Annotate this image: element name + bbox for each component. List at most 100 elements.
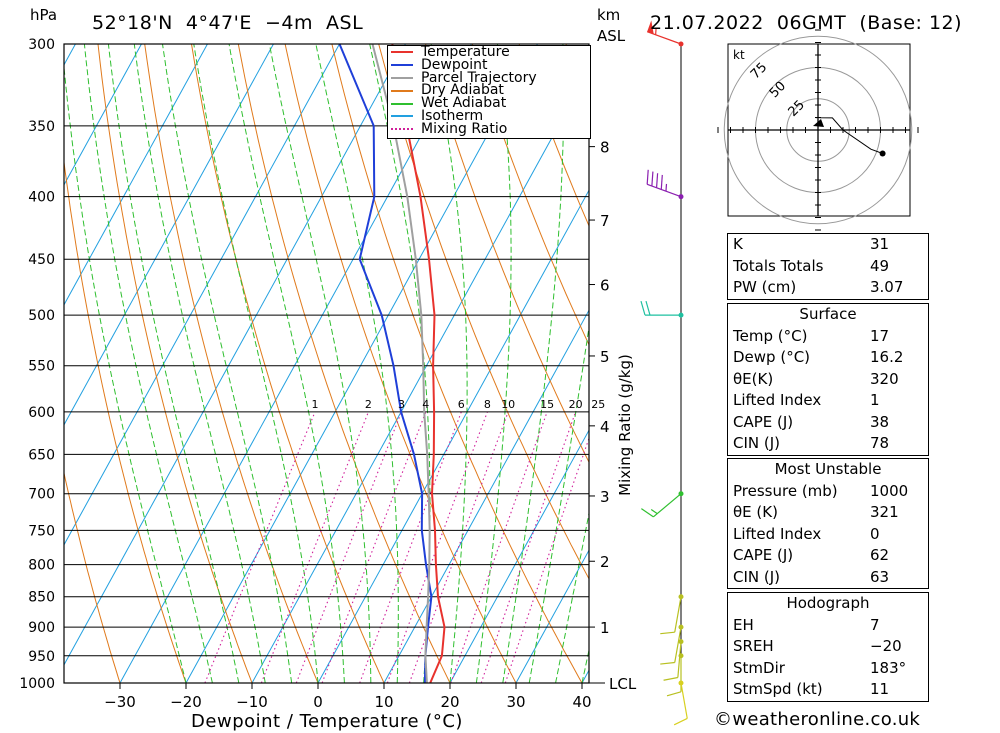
hodograph-table: Hodograph EH 7 SREH −20 StmDir 183° StmSpd (kt)… [727,592,929,702]
legend-swatch [391,115,413,118]
hodograph-ring [723,35,913,225]
hodograph-trace [815,117,883,154]
row-value: 1 [870,391,880,409]
wet-adiabat-line [133,44,266,683]
header-km-label: km [597,6,621,24]
legend-swatch [391,89,413,92]
row-label: Pressure (mb) [733,481,838,500]
row-value: 0 [870,524,880,543]
legend-swatch [391,76,413,79]
table-row: CIN (J) 78 [728,433,928,455]
row-label: CAPE (J) [733,412,794,431]
row-value: 62 [870,546,890,564]
barb-feather [655,173,659,188]
barb-staff [646,31,682,45]
storm-motion-marker [813,119,824,127]
row-label: Dewp (°C) [733,348,811,366]
pressure-tick-label: 300 [28,37,55,53]
km-tick-label: 5 [600,348,610,366]
isotherm-line [0,44,9,683]
legend-label: Dry Adiabat [421,82,504,99]
table-row: SREH −20 [728,636,928,658]
table-row: CAPE (J) 62 [728,545,928,567]
mixing-ratio-label: 10 [501,398,515,411]
mixing-ratio-label: 4 [422,398,429,411]
legend-swatch [391,64,413,67]
barb-feather [640,300,646,316]
wet-adiabat-line [107,44,240,683]
pressure-tick-label: 500 [28,308,55,324]
table-row: Dewp (°C) 16.2 [728,347,928,369]
legend-label: Mixing Ratio [421,120,508,137]
pressure-tick-label: 350 [28,119,55,135]
copyright-symbol: © [714,709,733,730]
row-value: 183° [870,658,907,677]
mixing-ratio-label: 2 [365,398,372,411]
header-location: 52°18'N 4°47'E −4m ASL [92,12,364,34]
table-row: Pressure (mb) 1000 [728,481,928,503]
wet-adiabat-line [193,44,319,683]
table-row: PW (cm) 3.07 [728,277,928,299]
km-tick-label: 1 [600,619,610,637]
legend-swatch [391,51,413,54]
x-tick-label: 10 [374,693,393,711]
pressure-tick-label: 750 [28,523,55,539]
mixing-ratio-line [359,411,462,683]
isotherm-line [185,44,538,683]
x-tick-label: −20 [170,693,202,711]
barb-feather [660,174,663,190]
hodograph-end-dot [879,150,886,157]
pressure-tick-label: 650 [28,447,55,463]
x-tick-label: 20 [440,693,459,711]
row-label: SREH [733,637,774,655]
row-label: Lifted Index [733,391,822,409]
legend-item: Parcel Trajectory [388,71,590,84]
legend-swatch [391,128,413,131]
header-hpa-label: hPa [30,6,58,24]
barb-feather [673,717,688,726]
barb-feather [651,171,654,187]
table-row: Lifted Index 1 [728,390,928,412]
pressure-tick-label: 550 [28,359,55,375]
table-row: EH 7 [728,615,928,637]
wet-adiabat-line [502,44,565,683]
dry-adiabat-line [987,44,1000,683]
dry-adiabat-line [425,44,589,464]
mixing-ratio-label: 6 [458,398,465,411]
wet-adiabat-line [369,44,431,683]
row-value: 49 [870,256,890,275]
barb-feather [645,300,651,316]
most-unstable-table: Most Unstable Pressure (mb) 1000 θE (K) 321 L… [727,458,929,589]
barb-feather [646,169,649,185]
wet-adiabat-line [528,324,589,683]
indices-table: K 31 Totals Totals 49 PW (cm) 3.07 [727,233,929,300]
row-label: CIN (J) [733,567,781,586]
x-tick-label: 40 [572,693,591,711]
table-row: Temp (°C) 17 [728,326,928,348]
chart-axes: 1 2 3 4 6 8 10 15 20 2530035040045050055060065070… [19,37,636,732]
table-row: CIN (J) 63 [728,567,928,589]
isotherm-line [64,44,142,186]
row-label: CIN (J) [733,434,781,452]
x-axis-label: Dewpoint / Temperature (°C) [191,711,463,732]
legend-swatch [391,102,413,105]
mixing-ratio-axis-label: Mixing Ratio (g/kg) [616,354,634,496]
dry-adiabat-line [144,44,319,683]
barb-flag [647,20,654,35]
x-tick-label: 0 [313,693,323,711]
barb-half-feather [650,509,658,515]
row-label: Totals Totals [733,256,824,275]
pressure-tick-label: 800 [28,558,55,574]
barb-feather [660,661,675,665]
barb-feather [641,508,654,518]
legend-item: Dewpoint [388,58,590,72]
dry-adiabat-line [97,44,253,683]
row-label: Lifted Index [733,524,822,543]
table-title: Most Unstable [774,460,882,478]
row-value: 38 [870,412,890,431]
header-datetime: 21.07.2022 06GMT (Base: 12) [650,12,963,34]
mixing-ratio-line [260,411,369,683]
isotherm-line [119,44,472,683]
barb-staff [677,641,682,678]
row-value: 7 [870,615,880,634]
